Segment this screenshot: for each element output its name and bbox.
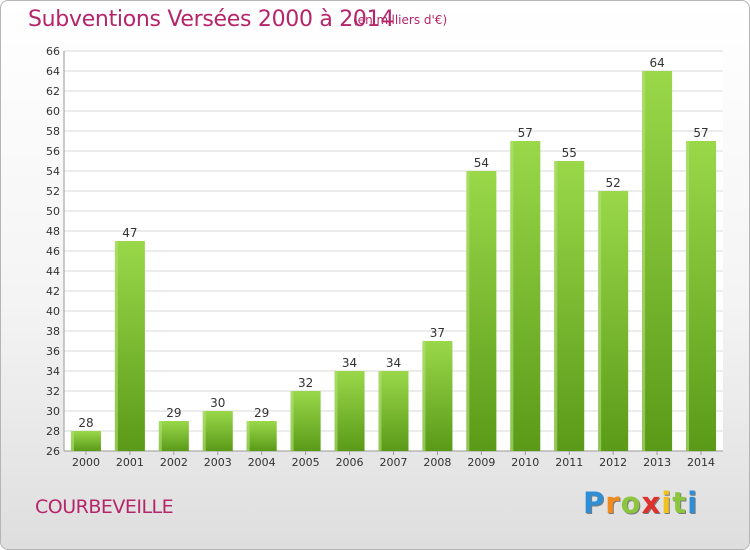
y-tick-label: 58 [46,125,60,138]
x-tick-label: 2006 [336,456,364,469]
bar [378,371,409,451]
logo-letter: t [672,486,688,520]
bar-highlight [510,141,514,451]
data-label: 29 [166,406,181,420]
data-label: 47 [122,226,137,240]
data-label: 29 [254,406,269,420]
x-tick-label: 2001 [116,456,144,469]
bar-highlight [378,371,382,451]
data-label: 34 [342,356,357,370]
x-tick-label: 2013 [643,456,671,469]
data-label: 52 [606,176,621,190]
data-label: 37 [430,326,445,340]
y-tick-label: 38 [46,325,60,338]
y-tick-label: 52 [46,185,60,198]
y-tick-label: 42 [46,285,60,298]
y-tick-label: 34 [46,365,60,378]
bar [158,421,189,451]
y-tick-label: 54 [46,165,60,178]
x-tick-label: 2007 [380,456,408,469]
y-tick-label: 40 [46,305,60,318]
chart-subtitle: (en milliers d'€) [353,13,448,27]
bar [510,141,541,451]
x-tick-label: 2004 [248,456,276,469]
x-tick-label: 2005 [292,456,320,469]
x-tick-label: 2010 [511,456,539,469]
proxiti-logo: Proxiti [583,486,698,520]
y-tick-label: 32 [46,385,60,398]
logo-letter: x [641,486,662,520]
y-tick-label: 46 [46,245,60,258]
y-tick-label: 50 [46,205,60,218]
data-label: 57 [693,126,708,140]
bar-highlight [642,71,646,451]
y-tick-label: 26 [46,445,60,458]
data-label: 28 [78,416,93,430]
y-tick-label: 44 [46,265,60,278]
y-tick-label: 60 [46,105,60,118]
bar [246,421,277,451]
y-tick-label: 64 [46,65,60,78]
x-tick-label: 2012 [599,456,627,469]
data-label: 55 [562,146,577,160]
bar-highlight [246,421,250,451]
bar [334,371,365,451]
x-tick-label: 2011 [555,456,583,469]
data-label: 30 [210,396,225,410]
y-tick-label: 28 [46,425,60,438]
y-tick-label: 56 [46,145,60,158]
bar-highlight [554,161,558,451]
bar-highlight [202,411,206,451]
chart-title: Subventions Versées 2000 à 2014 [28,7,395,32]
bar [202,411,233,451]
bar-highlight [466,171,470,451]
logo-letter: r [605,486,621,520]
bar [466,171,497,451]
y-tick-label: 30 [46,405,60,418]
bar-highlight [334,371,338,451]
x-tick-label: 2009 [467,456,495,469]
bar-highlight [158,421,162,451]
bar [70,431,101,451]
data-label: 64 [649,56,664,70]
bar-highlight [114,241,118,451]
y-tick-label: 48 [46,225,60,238]
commune-name: COURBEVEILLE [35,496,174,518]
bar-highlight [290,391,294,451]
x-tick-label: 2002 [160,456,188,469]
bar [422,341,453,451]
y-tick-label: 62 [46,85,60,98]
bar [290,391,321,451]
bar-highlight [70,431,74,451]
data-label: 54 [474,156,489,170]
bar-highlight [422,341,426,451]
x-tick-label: 2008 [423,456,451,469]
bar-highlight [686,141,690,451]
data-label: 34 [386,356,401,370]
bar [554,161,585,451]
data-label: 32 [298,376,313,390]
logo-letter: i [661,486,673,520]
x-tick-label: 2014 [687,456,715,469]
data-label: 57 [518,126,533,140]
x-tick-label: 2003 [204,456,232,469]
x-tick-label: 2000 [72,456,100,469]
logo-letter: i [687,486,699,520]
bar [642,71,673,451]
logo-letter: o [620,486,642,520]
bar [598,191,629,451]
y-tick-label: 66 [46,45,60,58]
bar-highlight [598,191,602,451]
bar [686,141,717,451]
y-tick-label: 36 [46,345,60,358]
logo-letter: P [583,486,606,520]
bar [114,241,145,451]
